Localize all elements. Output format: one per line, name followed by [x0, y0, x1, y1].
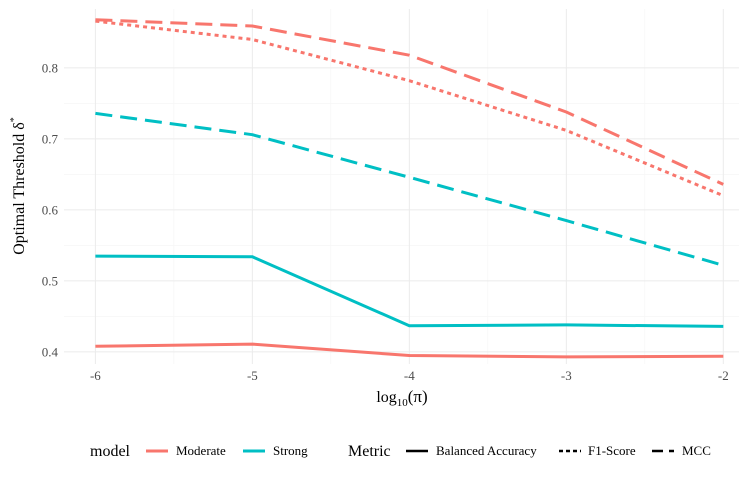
- legend-metric-title: Metric: [348, 443, 391, 460]
- y-axis-ticks: 0.4 0.5 0.6 0.7 0.8: [42, 60, 59, 359]
- x-axis-title: log10(π): [376, 387, 427, 409]
- x-tick-label: -3: [561, 368, 572, 383]
- x-tick-label: -2: [718, 368, 729, 383]
- series-line-strong-mcc: [95, 111, 724, 267]
- y-axis-title-text: Optimal Threshold δ: [11, 122, 28, 255]
- legend: model Moderate Strong Metric Balanced Ac…: [90, 443, 711, 460]
- y-tick-label: 0.6: [42, 202, 59, 217]
- x-tick-label: -4: [404, 368, 415, 383]
- x-axis-title-arg: (π): [408, 387, 428, 406]
- series-line-strong-balanced-accuracy: [95, 254, 724, 328]
- legend-label-f1-score: F1-Score: [588, 443, 636, 458]
- legend-label-moderate: Moderate: [176, 443, 226, 458]
- x-axis-title-base: log: [376, 389, 396, 406]
- y-tick-label: 0.7: [42, 131, 59, 146]
- x-tick-label: -6: [90, 368, 101, 383]
- x-tick-label: -5: [247, 368, 258, 383]
- y-tick-label: 0.5: [42, 273, 58, 288]
- legend-label-balanced-accuracy: Balanced Accuracy: [436, 443, 537, 458]
- series-lines: [95, 18, 724, 359]
- legend-label-strong: Strong: [273, 443, 308, 458]
- y-axis-title: Optimal Threshold δ*: [9, 117, 28, 255]
- x-axis-ticks: -6 -5 -4 -3 -2: [90, 368, 729, 383]
- y-axis-title-sup: *: [9, 117, 20, 122]
- series-line-moderate-balanced-accuracy: [95, 342, 724, 359]
- y-tick-label: 0.8: [42, 60, 58, 75]
- series-line-moderate-f1-score: [95, 19, 724, 198]
- grid-lines: [64, 9, 739, 364]
- x-axis-title-sub: 10: [397, 397, 409, 409]
- series-line-moderate-mcc: [95, 18, 724, 186]
- y-tick-label: 0.4: [42, 344, 59, 359]
- legend-model-title: model: [90, 443, 131, 460]
- legend-label-mcc: MCC: [682, 443, 711, 458]
